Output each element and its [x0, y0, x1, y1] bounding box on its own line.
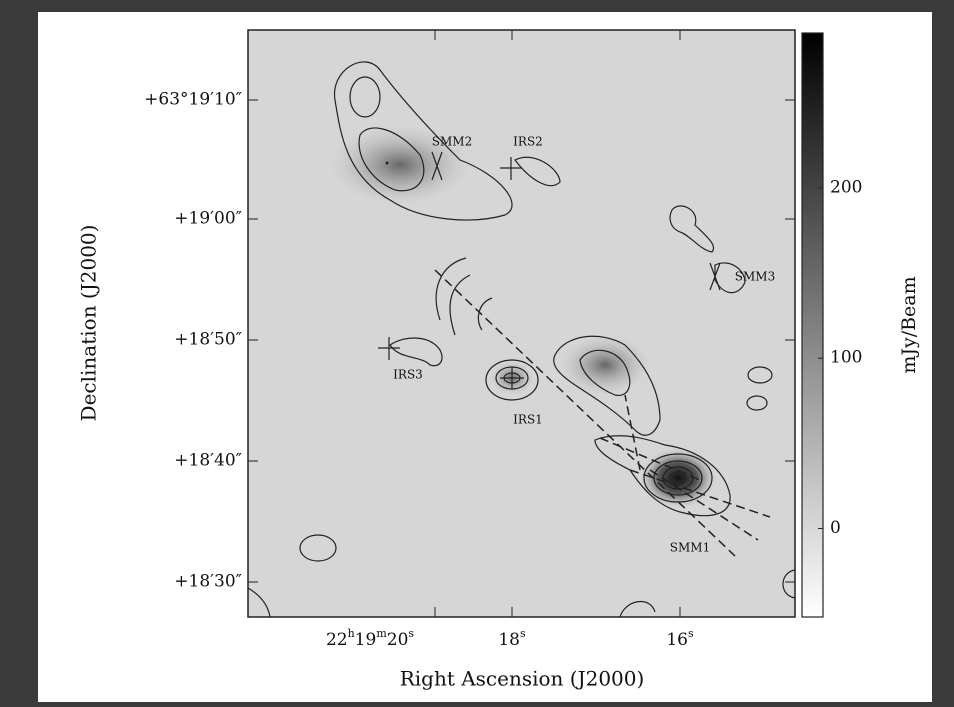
annotation: IRS1 — [513, 413, 543, 427]
x-tick-part: 20 — [387, 630, 409, 650]
x-tick-part: s — [408, 627, 414, 640]
annotation: IRS3 — [393, 368, 423, 382]
screenshot: mJy/Beam Declination (J2000) Right Ascen… — [0, 0, 954, 707]
annotation: SMM3 — [735, 270, 775, 284]
x-tick-part: s — [520, 627, 526, 640]
x-tick-part: m — [376, 627, 387, 640]
x-tick-part: 16 — [666, 630, 688, 650]
y-tick-label: +18′50″ — [174, 330, 242, 350]
y-tick-label: +18′40″ — [174, 451, 242, 471]
colorbar-label: mJy/Beam — [898, 276, 920, 373]
colorbar-tick-label: 100 — [830, 348, 862, 368]
y-tick-label: +18′30″ — [174, 572, 242, 592]
colorbar-tick-label: 0 — [830, 518, 841, 538]
colorbar — [802, 33, 823, 617]
y-tick-label: +63°19′10″ — [144, 90, 242, 110]
annotation: IRS2 — [513, 135, 543, 149]
x-tick-label: 22h19m20s — [326, 627, 414, 650]
y-tick-label: +19′00″ — [174, 209, 242, 229]
y-axis-label: Declination (J2000) — [77, 225, 101, 422]
x-tick-part: 19 — [355, 630, 377, 650]
x-tick-part: 18 — [498, 630, 520, 650]
x-tick-part: s — [688, 627, 694, 640]
x-tick-part: 22 — [326, 630, 348, 650]
colorbar-tick-label: 200 — [830, 177, 862, 197]
x-axis-label: Right Ascension (J2000) — [400, 667, 645, 691]
x-tick-part: h — [348, 627, 355, 640]
annotation: SMM1 — [670, 541, 710, 555]
map — [248, 30, 795, 617]
annotation: SMM2 — [432, 135, 472, 149]
